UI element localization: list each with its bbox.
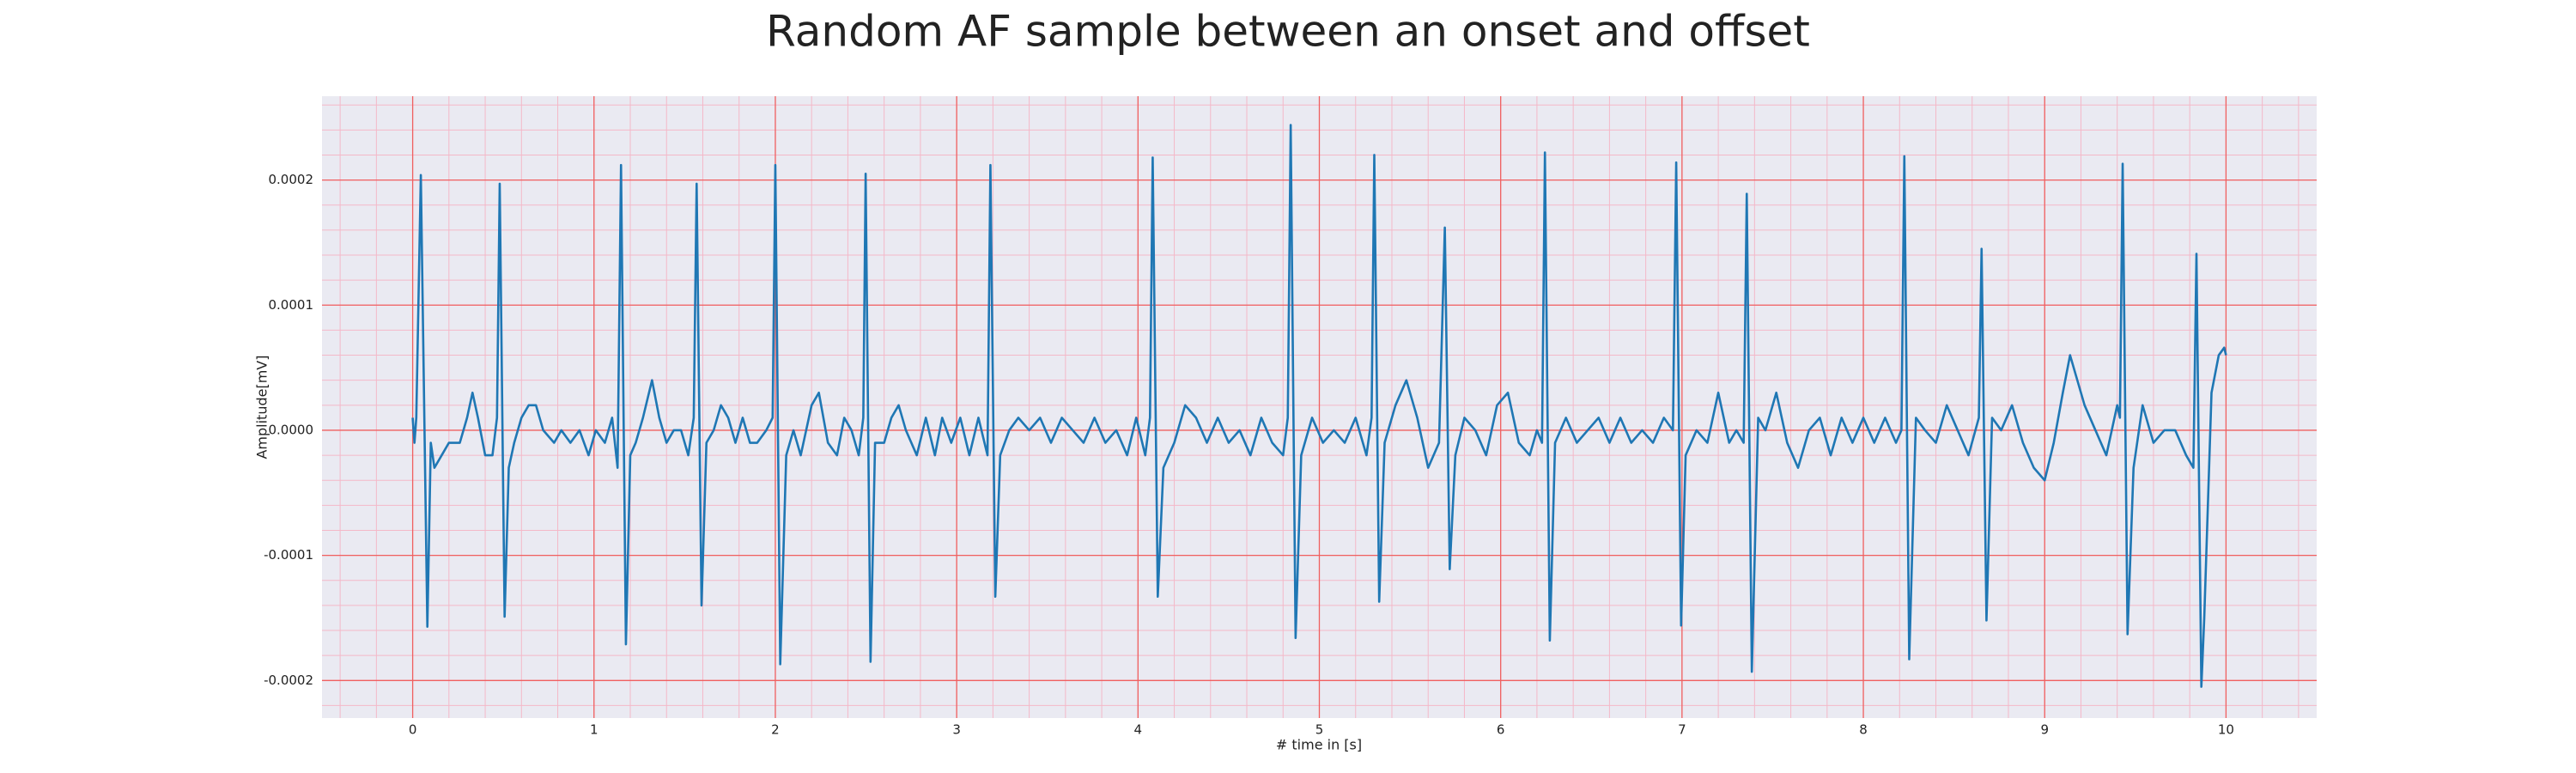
x-tick-label: 9 <box>2040 722 2049 738</box>
x-tick-label: 7 <box>1678 722 1686 738</box>
x-tick-label: 2 <box>771 722 780 738</box>
x-tick-label: 5 <box>1315 722 1324 738</box>
signal-line <box>411 124 2227 688</box>
chart-title: Random AF sample between an onset and of… <box>766 7 1810 57</box>
y-axis-label: Amplitude[mV] <box>254 355 270 459</box>
marks <box>411 124 2227 688</box>
y-tick-label: 0.0001 <box>269 297 314 313</box>
y-tick-label: -0.0001 <box>264 547 313 563</box>
x-tick-label: 4 <box>1134 722 1143 738</box>
x-tick-label: 6 <box>1497 722 1505 738</box>
y-tick-label: -0.0002 <box>264 673 313 688</box>
x-tick-label: 1 <box>590 722 598 738</box>
x-tick-label: 0 <box>409 722 417 738</box>
x-axis-label: # time in [s] <box>1276 737 1362 753</box>
x-tick-label: 10 <box>2218 722 2234 738</box>
x-tick-label: 8 <box>1859 722 1868 738</box>
x-tick-label: 3 <box>952 722 961 738</box>
y-tick-label: 0.0002 <box>269 172 314 187</box>
grid <box>322 96 2317 718</box>
y-tick-label: 0.0000 <box>269 422 314 437</box>
